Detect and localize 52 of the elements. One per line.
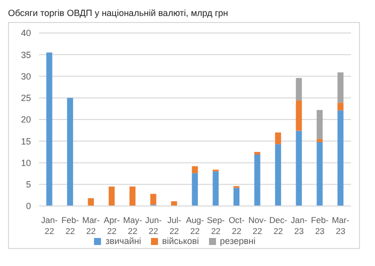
bar bbox=[337, 102, 344, 110]
x-tick-label: Apr-22 bbox=[104, 215, 120, 236]
y-tick-label: 15 bbox=[20, 136, 31, 146]
x-tick-label: Mar-22 bbox=[82, 215, 100, 236]
bar bbox=[254, 154, 260, 206]
bar bbox=[316, 138, 323, 142]
bar bbox=[46, 52, 52, 206]
bar bbox=[275, 132, 282, 144]
bar bbox=[296, 100, 302, 131]
x-tick-label: Jan-23 bbox=[290, 215, 308, 236]
x-tick-label: Jul-22 bbox=[167, 215, 182, 236]
x-tick-label: Aug-22 bbox=[186, 215, 204, 236]
x-tick-label: Sep-22 bbox=[206, 215, 225, 236]
y-tick-label: 25 bbox=[20, 93, 31, 104]
y-tick-label: 10 bbox=[20, 158, 31, 168]
x-tick-label: Feb-22 bbox=[61, 215, 80, 236]
y-tick-label: 35 bbox=[20, 50, 31, 60]
x-tick-label: Jun-22 bbox=[145, 215, 162, 236]
y-tick-label: 0 bbox=[26, 201, 31, 212]
bar bbox=[337, 72, 344, 103]
bar bbox=[233, 188, 240, 206]
x-tick-label: Dec-22 bbox=[269, 215, 288, 236]
bar bbox=[316, 110, 323, 139]
x-tick-label: May-22 bbox=[123, 215, 142, 236]
legend-label: військові bbox=[162, 236, 199, 246]
chart-title: Обсяги торгів ОВДП у національній валюті, млрд грн bbox=[8, 8, 230, 20]
y-tick-label: 5 bbox=[26, 180, 31, 190]
bar bbox=[192, 166, 198, 174]
bar bbox=[171, 201, 178, 206]
bar bbox=[67, 98, 74, 206]
y-tick-label: 30 bbox=[20, 71, 31, 82]
legend-label: резервні bbox=[220, 236, 256, 246]
bar bbox=[275, 144, 282, 206]
bar bbox=[296, 78, 302, 100]
bar bbox=[129, 186, 136, 206]
x-tick-label: Feb-23 bbox=[311, 215, 329, 236]
bar bbox=[108, 186, 115, 206]
x-tick-label: Nov-22 bbox=[248, 215, 267, 236]
x-tick-label: Jan-22 bbox=[41, 215, 58, 236]
bar bbox=[88, 198, 94, 206]
bar bbox=[212, 171, 219, 206]
bar bbox=[192, 173, 198, 206]
x-tick-label: Oct-22 bbox=[228, 215, 245, 236]
x-tick-label: Mar-23 bbox=[332, 215, 350, 236]
bar bbox=[316, 142, 323, 206]
bar bbox=[150, 194, 156, 205]
y-tick-label: 20 bbox=[20, 114, 31, 125]
bar bbox=[254, 152, 260, 155]
y-tick-label: 40 bbox=[20, 28, 31, 38]
bar bbox=[296, 130, 302, 206]
legend-label: звичайні bbox=[105, 236, 142, 246]
bar bbox=[337, 110, 344, 206]
